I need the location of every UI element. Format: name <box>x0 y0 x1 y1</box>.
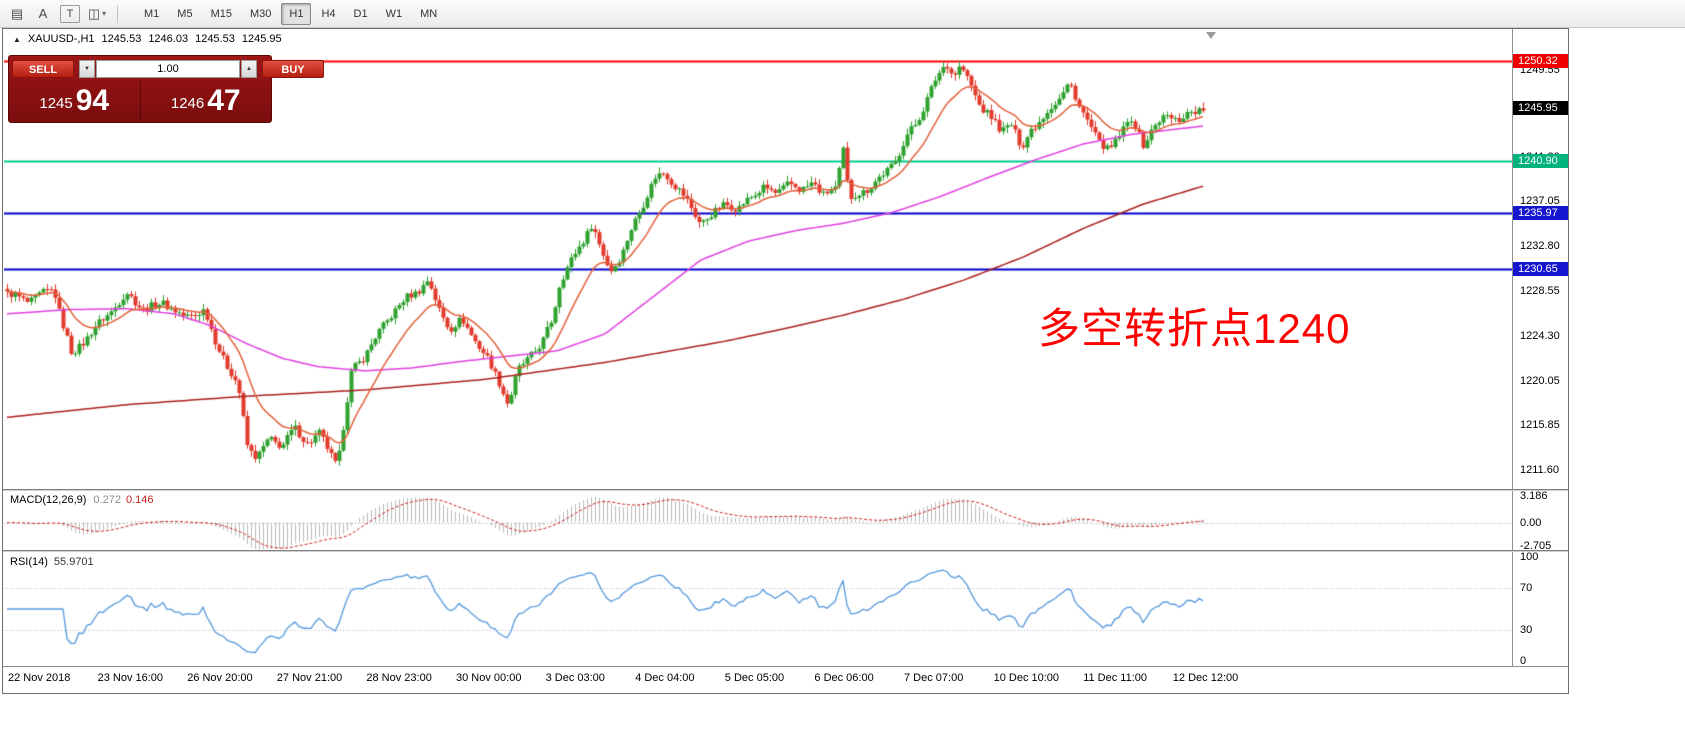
price-axis-tick: 1215.85 <box>1520 419 1560 431</box>
buy-button[interactable]: BUY <box>262 60 324 78</box>
rsi-axis-tick: 30 <box>1520 624 1532 636</box>
volume-increase-button[interactable]: ▲ <box>241 60 257 78</box>
price-line-label: 1230.65 <box>1513 262 1568 276</box>
time-axis-label: 7 Dec 07:00 <box>904 672 963 684</box>
rsi-pane-canvas[interactable] <box>4 553 1512 665</box>
pane-resize-separator-rsi[interactable] <box>3 550 1568 552</box>
price-line-label: 1240.90 <box>1513 154 1568 168</box>
open-value: 1245.53 <box>102 33 142 46</box>
time-scale[interactable]: 22 Nov 2018 23 Nov 16:00 26 Nov 20:00 27 No… <box>3 670 1568 692</box>
sell-price-small: 1245 <box>39 95 72 115</box>
chart-objects-icon[interactable]: ◫▾ <box>85 3 109 25</box>
timeframe-button-m30[interactable]: M30 <box>242 3 279 25</box>
rsi-title: RSI(14) <box>10 556 48 568</box>
macd-pane-canvas[interactable] <box>4 492 1512 549</box>
chart-shift-marker[interactable] <box>1206 32 1216 39</box>
time-axis-label: 3 Dec 03:00 <box>546 672 605 684</box>
macd-axis-tick: 3.186 <box>1520 490 1548 502</box>
time-axis-label: 28 Nov 23:00 <box>366 672 431 684</box>
macd-title: MACD(12,26,9) <box>10 494 86 506</box>
close-value: 1245.95 <box>242 33 282 46</box>
time-axis-separator <box>3 666 1568 667</box>
time-axis-label: 10 Dec 10:00 <box>994 672 1059 684</box>
one-click-trading-panel: SELL ▼ ▲ BUY 1245 94 1246 47 <box>8 55 272 123</box>
price-axis-tick: 1228.55 <box>1520 285 1560 297</box>
price-scale[interactable]: 1249.551245.551241.301237.051232.801228.… <box>1514 29 1568 666</box>
rsi-axis-tick: 100 <box>1520 551 1538 563</box>
time-axis-label: 22 Nov 2018 <box>8 672 70 684</box>
timeframe-button-m5[interactable]: M5 <box>169 3 200 25</box>
time-axis-label: 27 Nov 21:00 <box>277 672 342 684</box>
rsi-value: 55.9701 <box>54 556 94 568</box>
timeframe-button-w1[interactable]: W1 <box>378 3 411 25</box>
timeframe-button-h1[interactable]: H1 <box>281 3 311 25</box>
price-axis-tick: 1232.80 <box>1520 240 1560 252</box>
buy-price-big: 47 <box>207 87 240 115</box>
price-axis-separator <box>1512 29 1513 666</box>
timeframe-button-m15[interactable]: M15 <box>203 3 240 25</box>
high-value: 1246.03 <box>148 33 188 46</box>
chart-template-icon[interactable]: ▤ <box>5 3 29 25</box>
time-axis-label: 12 Dec 12:00 <box>1173 672 1238 684</box>
time-axis-label: 26 Nov 20:00 <box>187 672 252 684</box>
sell-price-big: 94 <box>76 87 109 115</box>
price-line-label: 1235.97 <box>1513 206 1568 220</box>
buy-price-display[interactable]: 1246 47 <box>141 80 272 120</box>
sell-price-display[interactable]: 1245 94 <box>9 80 141 120</box>
price-axis-tick: 1220.05 <box>1520 375 1560 387</box>
mt4-terminal: { "toolbar": { "tools": [ {"name":"chart… <box>0 0 1685 745</box>
time-axis-label: 11 Dec 11:00 <box>1083 672 1147 684</box>
collapse-arrow-icon[interactable]: ▲ <box>13 33 21 46</box>
price-line-label: 1250.32 <box>1513 54 1568 68</box>
macd-signal-value: 0.146 <box>126 494 154 506</box>
macd-axis-tick: 0.00 <box>1520 517 1541 529</box>
rsi-axis-tick: 0 <box>1520 655 1526 667</box>
time-axis-label: 4 Dec 04:00 <box>635 672 694 684</box>
time-axis-label: 5 Dec 05:00 <box>725 672 784 684</box>
time-axis-label: 6 Dec 06:00 <box>814 672 873 684</box>
time-axis-label: 23 Nov 16:00 <box>98 672 163 684</box>
price-axis-tick: 1211.60 <box>1520 464 1559 476</box>
chart-window: ▲ XAUUSD-,H1 1245.53 1246.03 1245.53 124… <box>3 29 1568 693</box>
timeframe-button-m1[interactable]: M1 <box>136 3 167 25</box>
current-price-label: 1245.95 <box>1513 101 1568 115</box>
text-label-tool-icon[interactable]: T <box>60 5 80 23</box>
macd-main-value: 0.272 <box>93 494 121 506</box>
toolbar-tools: ▤AT ◫▾ <box>4 3 110 25</box>
buy-price-small: 1246 <box>171 95 204 115</box>
dropdown-caret-icon: ▾ <box>102 9 106 18</box>
sell-button[interactable]: SELL <box>12 60 74 78</box>
timeframe-button-d1[interactable]: D1 <box>346 3 376 25</box>
rsi-indicator-label: RSI(14) 55.9701 <box>10 556 94 568</box>
top-toolbar: ▤AT ◫▾ M1M5M15M30H1H4D1W1MN <box>0 0 1685 28</box>
low-value: 1245.53 <box>195 33 235 46</box>
macd-indicator-label: MACD(12,26,9) 0.272 0.146 <box>10 494 153 506</box>
timeframe-button-h4[interactable]: H4 <box>313 3 343 25</box>
symbol-timeframe-label: XAUUSD-,H1 <box>28 33 95 46</box>
pane-resize-separator-macd[interactable] <box>3 489 1568 491</box>
toolbar-separator <box>117 5 118 23</box>
price-axis-tick: 1224.30 <box>1520 330 1560 342</box>
volume-decrease-button[interactable]: ▼ <box>79 60 95 78</box>
rsi-axis-tick: 70 <box>1520 582 1532 594</box>
time-axis-label: 30 Nov 00:00 <box>456 672 521 684</box>
annotation-tool-icon[interactable]: A <box>31 3 55 25</box>
volume-input[interactable] <box>96 60 240 78</box>
timeframe-button-mn[interactable]: MN <box>412 3 445 25</box>
ohlc-readout: ▲ XAUUSD-,H1 1245.53 1246.03 1245.53 124… <box>13 33 282 46</box>
timeframe-toolbar: M1M5M15M30H1H4D1W1MN <box>135 3 446 25</box>
chart-annotation: 多空转折点1240 <box>1038 295 1350 356</box>
